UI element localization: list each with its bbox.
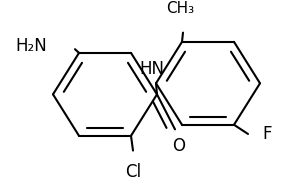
Text: H₂N: H₂N [15, 36, 47, 54]
Text: F: F [262, 125, 271, 143]
Text: HN: HN [139, 60, 164, 78]
Text: Cl: Cl [125, 163, 141, 181]
Text: CH₃: CH₃ [166, 1, 194, 16]
Text: O: O [173, 137, 186, 155]
